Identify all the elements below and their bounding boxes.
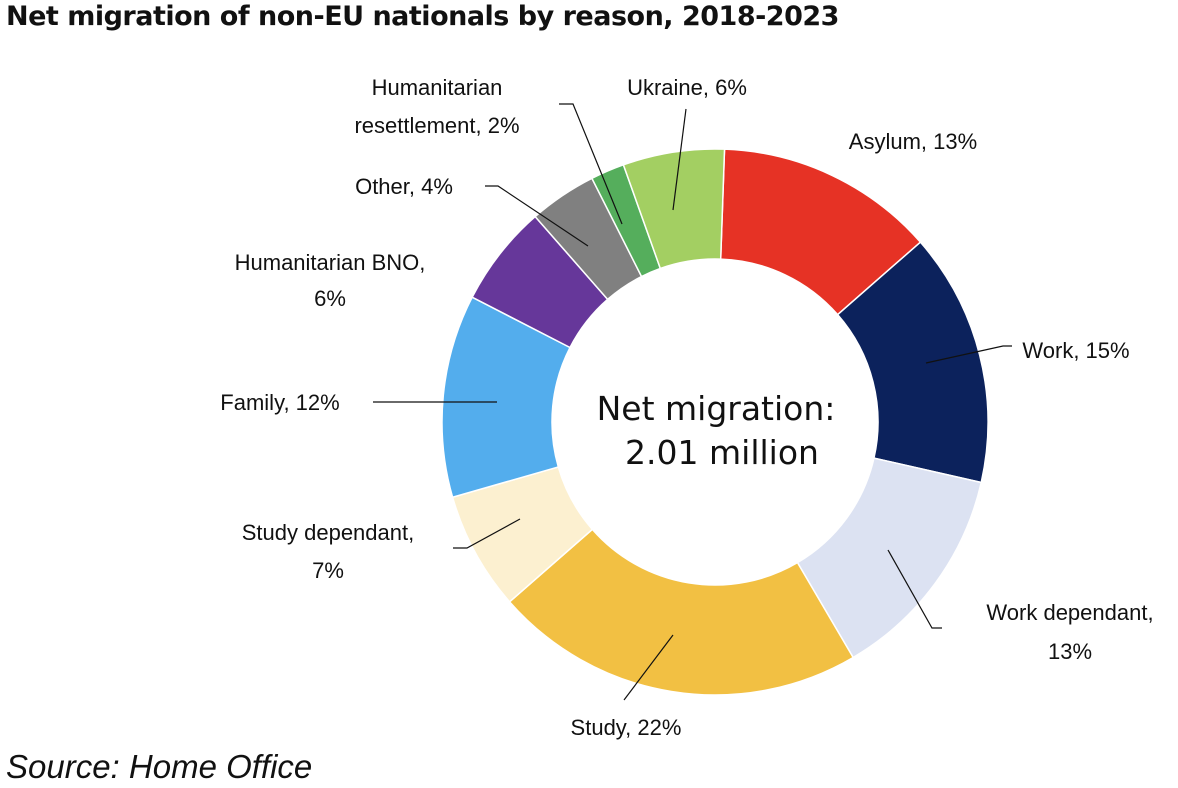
slice-label-family-line-1: Family, 12%	[220, 390, 339, 415]
slice-label-work-line-1: Work, 15%	[1022, 338, 1129, 363]
slice-label-ukraine-line-1: Ukraine, 6%	[627, 75, 747, 100]
slice-label-study-line-1: Study, 22%	[571, 715, 682, 740]
leader-line-humanitarian-resettlement	[559, 103, 623, 225]
slice-label-other-line-1: Other, 4%	[355, 174, 453, 199]
leader-line-other	[485, 185, 589, 247]
center-label-line-1: Net migration:	[597, 389, 836, 428]
source-note: Source: Home Office	[6, 748, 313, 785]
chart-title: Net migration of non-EU nationals by rea…	[6, 1, 839, 32]
leader-lines	[373, 103, 1012, 701]
slice-label-study-dependant-line-1: Study dependant,	[242, 520, 414, 545]
slice-label-work-dependant-line-2: 13%	[1048, 639, 1092, 664]
donut-slices	[441, 148, 989, 696]
slice-label-humanitarian-bno-line-1: Humanitarian BNO,	[235, 250, 426, 275]
leader-line-work	[925, 345, 1012, 364]
slice-labels: Asylum, 13% Work, 15% Work dependant, 13% St…	[220, 75, 1153, 740]
slice-label-humanitarian-resettlement-line-1: Humanitarian	[372, 75, 503, 100]
slice-label-study-dependant-line-2: 7%	[312, 558, 344, 583]
slice-study	[508, 528, 855, 696]
slice-ukraine	[622, 148, 726, 270]
center-label-line-2: 2.01 million	[625, 433, 819, 472]
slice-label-work-dependant-line-1: Work dependant,	[986, 600, 1153, 625]
slice-label-asylum-line-1: Asylum, 13%	[849, 129, 977, 154]
leader-line-work-dependant	[887, 549, 942, 629]
slice-label-humanitarian-bno-line-2: 6%	[314, 286, 346, 311]
slice-label-humanitarian-resettlement-line-2: resettlement, 2%	[354, 113, 519, 138]
leader-line-study-dependant	[453, 518, 521, 549]
leader-line-study	[623, 634, 674, 701]
leader-line-ukraine	[672, 108, 687, 211]
